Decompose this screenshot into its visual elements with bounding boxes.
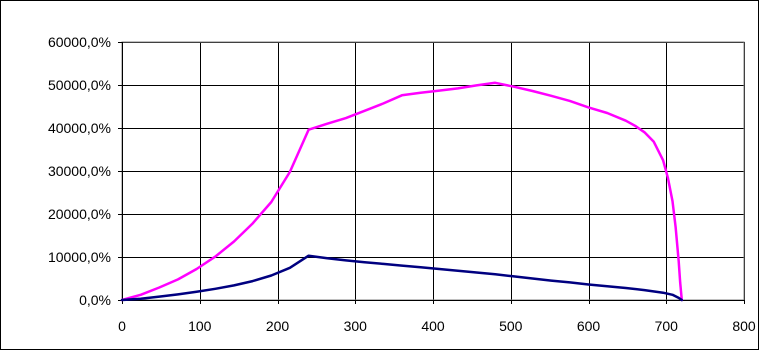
x-tick-label: 200 (266, 318, 290, 334)
x-tick-label: 100 (188, 318, 212, 334)
y-tick-label: 10000,0% (48, 249, 111, 265)
x-tick-label: 0 (118, 318, 126, 334)
y-tick-label: 30000,0% (48, 163, 111, 179)
x-tick-label: 400 (421, 318, 445, 334)
y-tick-label: 40000,0% (48, 120, 111, 136)
x-tick-label: 600 (577, 318, 601, 334)
y-tick-label: 50000,0% (48, 77, 111, 93)
y-tick-label: 20000,0% (48, 206, 111, 222)
tick-labels: 0,0%10000,0%20000,0%30000,0%40000,0%5000… (48, 34, 756, 334)
x-tick-label: 800 (732, 318, 756, 334)
y-tick-label: 0,0% (79, 292, 111, 308)
x-tick-label: 500 (499, 318, 523, 334)
x-tick-label: 300 (344, 318, 368, 334)
axes (118, 42, 745, 304)
series-line-2 (120, 254, 684, 302)
series-lines (120, 81, 684, 302)
x-tick-label: 700 (655, 318, 679, 334)
y-tick-label: 60000,0% (48, 34, 111, 50)
grid-lines (122, 42, 745, 300)
series-line-1 (120, 81, 684, 302)
